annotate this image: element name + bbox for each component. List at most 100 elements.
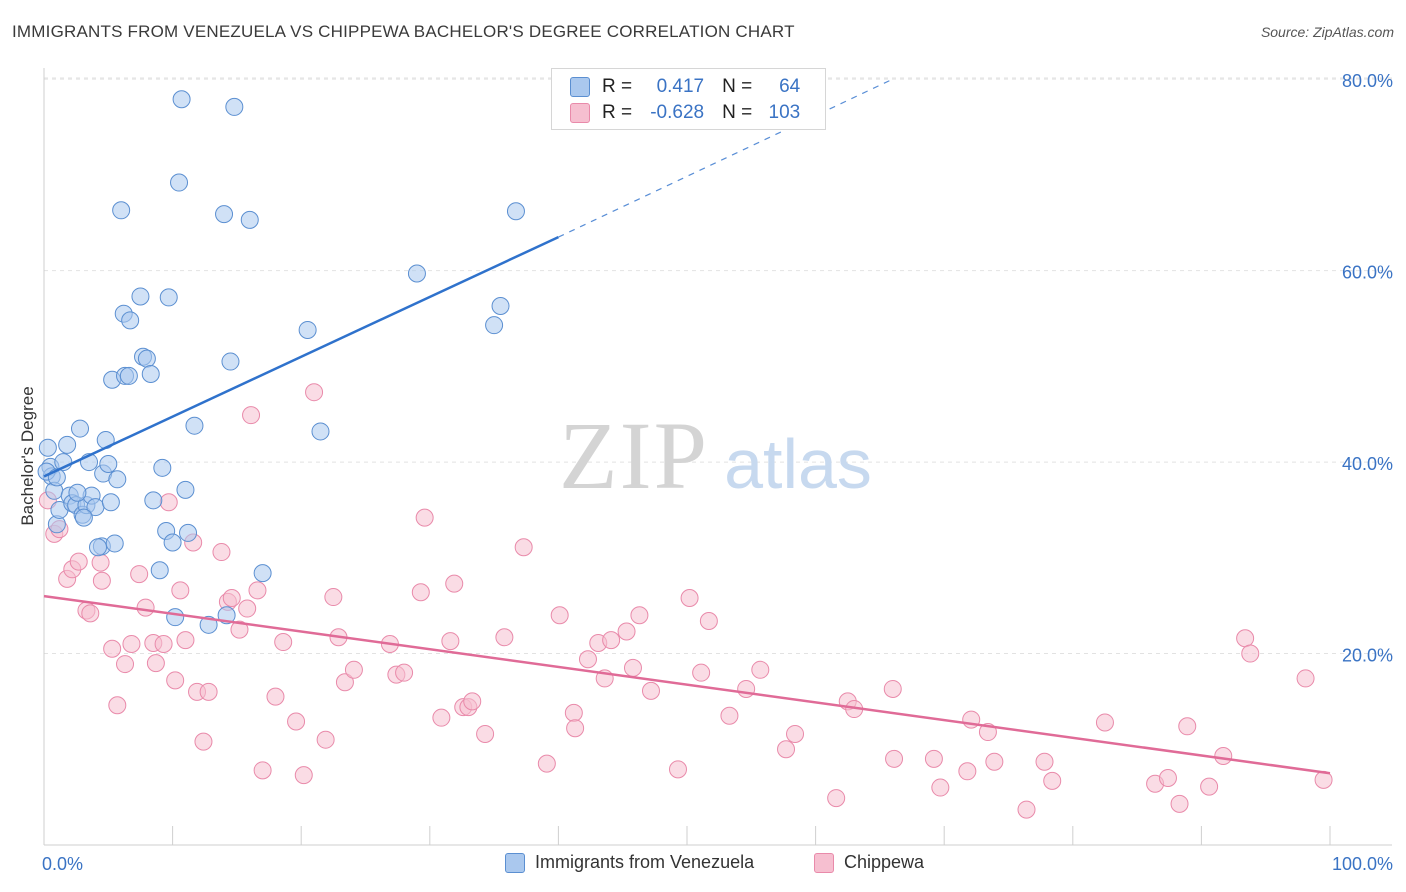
point-chippewa bbox=[411, 583, 430, 602]
point-chippewa bbox=[463, 692, 482, 711]
n-value-venezuela: 64 bbox=[779, 76, 801, 97]
point-venezuela bbox=[298, 320, 317, 339]
r-label: R = bbox=[602, 76, 633, 97]
point-venezuela bbox=[58, 435, 77, 454]
point-chippewa bbox=[476, 724, 495, 743]
legend-swatch-venezuela bbox=[505, 852, 525, 873]
point-chippewa bbox=[1200, 777, 1219, 796]
point-venezuela bbox=[119, 366, 138, 385]
point-chippewa bbox=[212, 543, 231, 562]
point-chippewa bbox=[602, 631, 621, 650]
point-venezuela bbox=[108, 470, 127, 489]
point-chippewa bbox=[154, 634, 173, 653]
r-value-venezuela: 0.417 bbox=[656, 76, 705, 97]
point-venezuela bbox=[105, 534, 124, 553]
tick-labels: 20.0% 40.0% 60.0% 80.0% 0.0% 100.0% bbox=[42, 71, 1393, 874]
point-chippewa bbox=[92, 571, 111, 590]
point-chippewa bbox=[159, 493, 178, 512]
watermark-zip: ZIP bbox=[559, 402, 709, 509]
point-chippewa bbox=[564, 703, 583, 722]
series-venezuela-points bbox=[37, 90, 525, 634]
point-chippewa bbox=[623, 658, 642, 677]
watermark-atlas: atlas bbox=[724, 425, 872, 503]
point-chippewa bbox=[103, 639, 122, 658]
point-chippewa bbox=[166, 671, 185, 690]
point-chippewa bbox=[122, 634, 141, 653]
point-chippewa bbox=[1095, 713, 1114, 732]
point-venezuela bbox=[185, 416, 204, 435]
point-chippewa bbox=[91, 553, 110, 572]
point-chippewa bbox=[222, 589, 241, 608]
point-chippewa bbox=[253, 761, 272, 780]
point-chippewa bbox=[194, 732, 213, 751]
point-chippewa bbox=[171, 581, 190, 600]
point-venezuela bbox=[101, 493, 120, 512]
point-venezuela bbox=[253, 564, 272, 583]
point-venezuela bbox=[407, 264, 426, 283]
point-venezuela bbox=[172, 90, 191, 109]
point-chippewa bbox=[777, 740, 796, 759]
point-venezuela bbox=[153, 458, 172, 477]
point-venezuela bbox=[179, 523, 198, 542]
point-venezuela bbox=[485, 316, 504, 335]
point-chippewa bbox=[130, 565, 149, 584]
point-venezuela bbox=[131, 287, 150, 306]
point-venezuela bbox=[221, 352, 240, 371]
series-chippewa-points bbox=[38, 383, 1333, 819]
legend-item-venezuela: Immigrants from Venezuela bbox=[505, 852, 754, 873]
point-chippewa bbox=[1296, 669, 1315, 688]
point-chippewa bbox=[108, 696, 127, 715]
point-chippewa bbox=[495, 628, 514, 647]
point-chippewa bbox=[238, 599, 257, 618]
point-chippewa bbox=[1236, 629, 1255, 648]
y-tick-label: 60.0% bbox=[1342, 263, 1393, 283]
point-venezuela bbox=[166, 608, 185, 627]
point-chippewa bbox=[441, 632, 460, 651]
point-chippewa bbox=[81, 604, 100, 623]
stats-row-venezuela: R = 0.417 N = 64 bbox=[570, 74, 800, 100]
point-chippewa bbox=[566, 719, 585, 738]
point-venezuela bbox=[141, 365, 160, 383]
point-venezuela bbox=[68, 483, 87, 502]
point-venezuela bbox=[176, 480, 195, 499]
point-chippewa bbox=[287, 712, 306, 731]
point-chippewa bbox=[248, 581, 267, 600]
point-chippewa bbox=[1241, 644, 1260, 663]
point-venezuela bbox=[99, 454, 118, 473]
source-label: Source: ZipAtlas.com bbox=[1260, 24, 1394, 40]
point-chippewa bbox=[720, 706, 739, 725]
point-chippewa bbox=[737, 679, 756, 698]
legend-label-chippewa: Chippewa bbox=[844, 852, 925, 872]
x-tick-label-start: 0.0% bbox=[42, 854, 83, 874]
point-chippewa bbox=[924, 749, 943, 768]
point-chippewa bbox=[274, 633, 293, 652]
point-venezuela bbox=[38, 438, 57, 457]
legend-item-chippewa: Chippewa bbox=[814, 852, 924, 873]
legend-swatch-chippewa bbox=[814, 852, 834, 873]
axes bbox=[43, 68, 1392, 846]
y-tick-label: 20.0% bbox=[1342, 646, 1393, 666]
point-chippewa bbox=[630, 606, 649, 625]
point-venezuela bbox=[506, 202, 525, 221]
n-value-chippewa: 103 bbox=[768, 102, 801, 123]
trend-line-venezuela bbox=[43, 235, 559, 478]
n-label: N = bbox=[722, 76, 753, 97]
point-chippewa bbox=[1178, 717, 1197, 736]
swatch-chippewa bbox=[570, 103, 590, 123]
point-venezuela bbox=[89, 538, 108, 557]
point-venezuela bbox=[121, 311, 140, 330]
n-label: N = bbox=[722, 102, 753, 123]
point-chippewa bbox=[266, 687, 285, 706]
point-chippewa bbox=[335, 673, 354, 692]
point-venezuela bbox=[170, 173, 189, 192]
point-chippewa bbox=[1170, 794, 1189, 813]
point-chippewa bbox=[641, 681, 660, 700]
point-venezuela bbox=[159, 288, 178, 307]
grid-lines bbox=[44, 77, 1392, 655]
trend-line-venezuela-extension bbox=[558, 78, 894, 238]
point-chippewa bbox=[316, 730, 335, 749]
point-venezuela bbox=[240, 210, 259, 229]
point-chippewa bbox=[699, 611, 718, 630]
point-chippewa bbox=[537, 754, 556, 773]
